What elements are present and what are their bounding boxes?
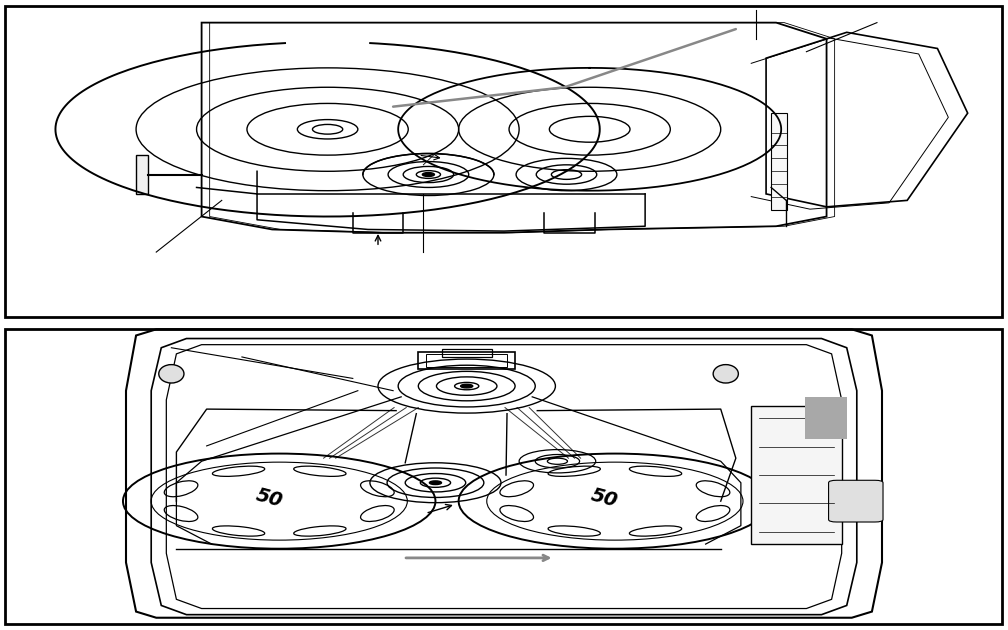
FancyBboxPatch shape	[5, 6, 1002, 317]
Bar	[418, 352, 515, 369]
Bar	[426, 354, 507, 367]
Text: 50: 50	[254, 485, 284, 511]
Text: 50: 50	[590, 485, 620, 511]
FancyBboxPatch shape	[5, 329, 1002, 624]
Ellipse shape	[159, 365, 183, 383]
Circle shape	[422, 173, 434, 176]
Ellipse shape	[713, 365, 738, 383]
Bar	[136, 155, 148, 194]
Bar	[771, 113, 787, 210]
Bar	[751, 406, 842, 544]
Bar	[442, 349, 492, 357]
Circle shape	[461, 384, 473, 388]
FancyBboxPatch shape	[829, 480, 883, 522]
Circle shape	[429, 481, 442, 484]
